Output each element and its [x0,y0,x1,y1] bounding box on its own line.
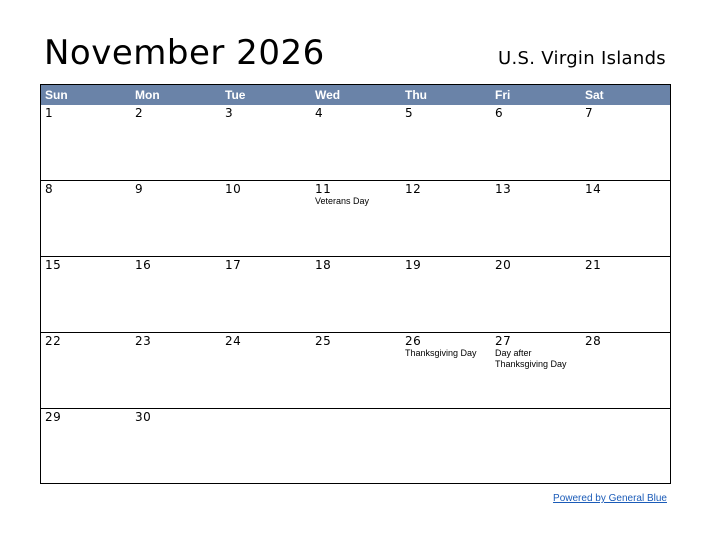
day-cell: 17 [221,257,311,332]
day-cell: 7 [581,105,670,180]
weekday-tue: Tue [225,88,246,102]
weekday-fri: Fri [495,88,511,102]
day-cell: 15 [41,257,131,332]
day-cell: 20 [491,257,581,332]
day-number: 12 [405,182,422,196]
day-cell: 26 Thanksgiving Day [401,333,491,408]
day-cell: 16 [131,257,221,332]
day-cell: 18 [311,257,401,332]
day-number: 5 [405,106,414,120]
day-cell: 4 [311,105,401,180]
day-cell: 11 Veterans Day [311,181,401,256]
day-number: 16 [135,258,152,272]
day-cell: 12 [401,181,491,256]
day-number: 11 [315,182,332,196]
day-number: 4 [315,106,324,120]
holiday-label: Veterans Day [315,196,370,206]
day-number: 14 [585,182,602,196]
day-cell: 9 [131,181,221,256]
week-row-4: 22 23 24 25 26 Thanksgiving Day 27 Day aft… [41,332,670,408]
day-cell: 29 [41,409,131,483]
weekday-header: Sun Mon Tue Wed Thu Fri Sat [41,85,670,105]
weekday-mon: Mon [135,88,160,102]
day-cell: 8 [41,181,131,256]
day-number: 21 [585,258,602,272]
weekday-wed: Wed [315,88,341,102]
day-cell [581,409,670,483]
day-cell: 10 [221,181,311,256]
holiday-label: Day after Thanksgiving Day [495,348,567,369]
day-number: 15 [45,258,62,272]
day-cell: 23 [131,333,221,408]
day-number: 2 [135,106,144,120]
day-cell: 13 [491,181,581,256]
day-number: 23 [135,334,152,348]
day-cell: 2 [131,105,221,180]
day-cell [401,409,491,483]
day-number: 27 [495,334,512,348]
weekday-sat: Sat [585,88,604,102]
day-cell [311,409,401,483]
day-number: 6 [495,106,504,120]
day-cell: 1 [41,105,131,180]
week-row-3: 15 16 17 18 19 20 21 [41,256,670,332]
day-number: 19 [405,258,422,272]
day-cell: 30 [131,409,221,483]
day-cell: 3 [221,105,311,180]
day-number: 13 [495,182,512,196]
day-number: 9 [135,182,144,196]
powered-by-link[interactable]: Powered by General Blue [553,493,667,504]
day-cell: 27 Day after Thanksgiving Day [491,333,581,408]
week-row-5: 29 30 [41,408,670,483]
day-number: 29 [45,410,62,424]
day-cell: 21 [581,257,670,332]
day-cell: 25 [311,333,401,408]
weekday-thu: Thu [405,88,427,102]
day-number: 17 [225,258,242,272]
day-number: 22 [45,334,62,348]
region-label: U.S. Virgin Islands [498,48,666,69]
day-number: 18 [315,258,332,272]
holiday-label: Thanksgiving Day [405,348,477,358]
day-cell: 6 [491,105,581,180]
week-row-1: 1 2 3 4 5 6 7 [41,105,670,180]
day-number: 7 [585,106,594,120]
day-number: 30 [135,410,152,424]
calendar-grid: Sun Mon Tue Wed Thu Fri Sat 1 2 3 4 5 6 … [40,84,671,484]
day-number: 25 [315,334,332,348]
day-cell [221,409,311,483]
day-cell: 28 [581,333,670,408]
day-number: 28 [585,334,602,348]
day-cell: 24 [221,333,311,408]
day-cell: 19 [401,257,491,332]
day-number: 8 [45,182,54,196]
month-title: November 2026 [44,33,325,73]
day-number: 1 [45,106,54,120]
weekday-sun: Sun [45,88,68,102]
day-number: 26 [405,334,422,348]
day-cell: 14 [581,181,670,256]
week-row-2: 8 9 10 11 Veterans Day 12 13 14 [41,180,670,256]
day-cell [491,409,581,483]
day-cell: 22 [41,333,131,408]
day-number: 24 [225,334,242,348]
day-number: 10 [225,182,242,196]
day-number: 20 [495,258,512,272]
day-cell: 5 [401,105,491,180]
day-number: 3 [225,106,234,120]
